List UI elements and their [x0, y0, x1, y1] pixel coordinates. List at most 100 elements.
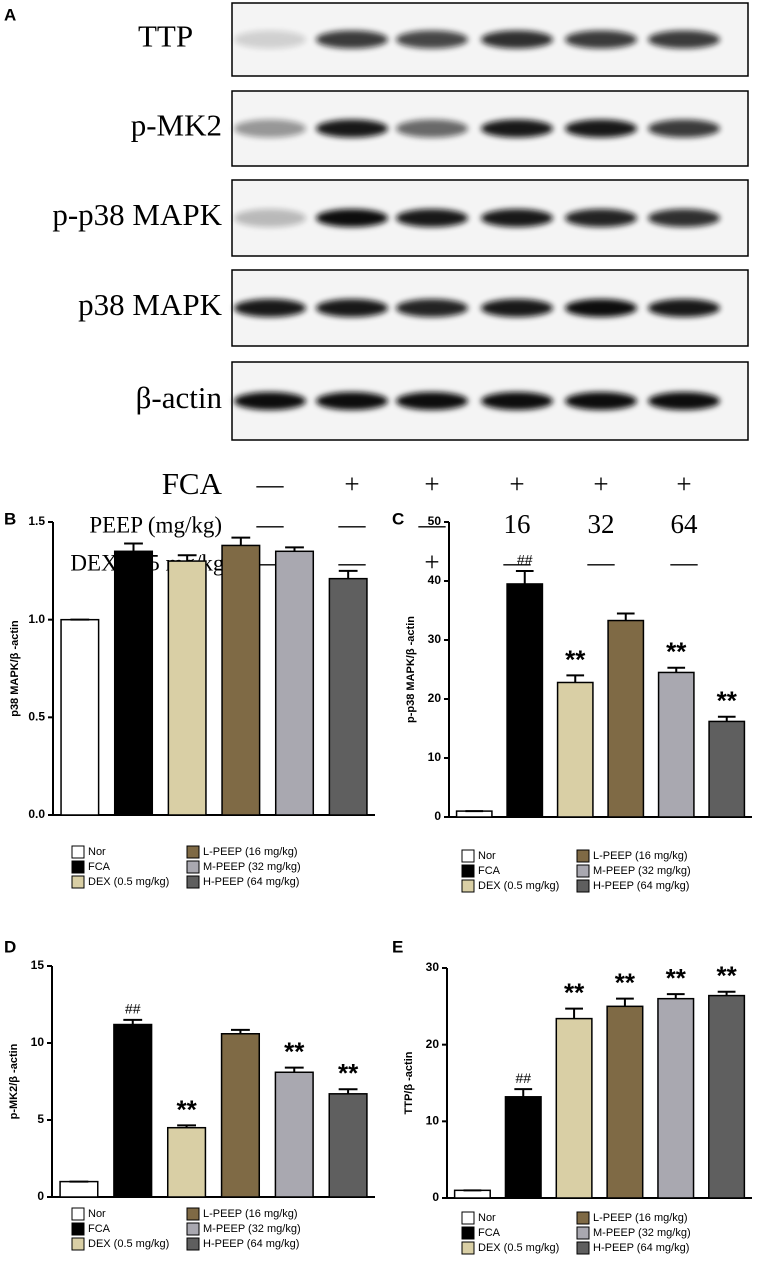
legend-swatch	[461, 1211, 475, 1225]
legend-swatch	[576, 1226, 590, 1240]
bar	[221, 544, 261, 816]
legend-swatch	[186, 875, 200, 889]
treatment-cell: +	[344, 469, 359, 499]
blot-band	[565, 30, 637, 49]
bar	[556, 681, 594, 818]
blot-band	[234, 392, 306, 410]
error-bar	[177, 554, 197, 562]
legend-swatch	[576, 1241, 590, 1255]
y-axis-label: p-MK2/β -actin	[8, 1043, 20, 1119]
blot-band	[396, 119, 468, 138]
y-tick-label: 30	[428, 632, 442, 646]
y-tick-label: 20	[428, 691, 442, 705]
error-bar	[566, 674, 585, 683]
legend-swatch	[461, 864, 475, 878]
legend-label: M-PEEP (32 mg/kg)	[593, 1227, 691, 1239]
treatment-label: FCA	[162, 466, 223, 501]
blot-band	[481, 392, 553, 410]
blot-band	[481, 299, 553, 317]
blot-band	[481, 209, 553, 227]
y-tick-label: 20	[426, 1037, 440, 1051]
legend-label: DEX (0.5 mg/kg)	[478, 880, 559, 892]
legend-label: M-PEEP (32 mg/kg)	[203, 861, 301, 873]
error-bar	[667, 666, 686, 673]
legend-label: M-PEEP (32 mg/kg)	[203, 1223, 301, 1235]
blot-band	[234, 30, 306, 49]
y-tick-label: 50	[428, 514, 442, 528]
legend-swatch	[71, 860, 85, 874]
legend-label: H-PEEP (64 mg/kg)	[593, 880, 689, 892]
bar	[328, 1093, 368, 1198]
blot-band	[565, 209, 637, 227]
error-bar	[515, 569, 534, 584]
legend-label: DEX (0.5 mg/kg)	[88, 1238, 169, 1250]
error-bar	[616, 612, 635, 621]
bar	[113, 1023, 153, 1198]
blot-band	[316, 119, 388, 138]
y-tick-label: 0.5	[28, 710, 45, 724]
panel-letter: A	[4, 5, 16, 24]
treatment-cell: +	[424, 469, 439, 499]
y-tick-label: 0	[434, 809, 441, 823]
blot-band	[316, 30, 388, 49]
bar	[274, 550, 315, 816]
treatment-label: PEEP (mg/kg)	[89, 512, 222, 537]
bar	[506, 583, 544, 818]
panel-letter: D	[4, 937, 16, 956]
legend-swatch	[461, 1241, 475, 1255]
bar	[220, 1033, 261, 1198]
y-tick-label: 5	[37, 1112, 44, 1126]
legend-label: Nor	[88, 1208, 106, 1220]
y-tick-label: 15	[31, 958, 45, 972]
panel-letter: E	[392, 937, 403, 956]
treatment-cell: —	[587, 547, 616, 577]
treatment-cell: —	[418, 509, 447, 539]
legend-label: Nor	[478, 850, 496, 862]
blot-band	[565, 119, 637, 138]
legend-swatch	[71, 1222, 85, 1236]
error-bar	[123, 1018, 143, 1025]
legend-label: FCA	[478, 1227, 501, 1239]
bar	[708, 994, 746, 1199]
legend-label: L-PEEP (16 mg/kg)	[203, 1208, 298, 1220]
significance-mark: **	[716, 961, 737, 991]
significance-mark: **	[284, 1037, 305, 1067]
bar	[504, 1096, 542, 1199]
bar	[607, 619, 645, 818]
bar	[274, 1071, 314, 1198]
y-tick-label: 40	[428, 573, 442, 587]
blot-band	[565, 392, 637, 410]
significance-mark: **	[666, 637, 687, 667]
legend-swatch	[71, 1237, 85, 1251]
significance-mark: ##	[125, 1001, 141, 1017]
error-bar	[717, 990, 736, 996]
blot-band	[481, 119, 553, 138]
legend-label: M-PEEP (32 mg/kg)	[593, 865, 691, 877]
blot-band	[316, 209, 388, 227]
legend-label: DEX (0.5 mg/kg)	[88, 876, 169, 888]
y-tick-label: 30	[426, 960, 440, 974]
bar	[606, 1005, 644, 1199]
bar	[328, 577, 368, 816]
bar	[555, 1017, 593, 1199]
treatment-cell: —	[670, 547, 699, 577]
significance-mark: **	[338, 1058, 359, 1088]
error-bar	[231, 536, 251, 546]
error-bar	[230, 1028, 250, 1034]
blot-label: p-MK2	[131, 108, 222, 143]
blot-band	[648, 209, 720, 227]
significance-mark: **	[564, 978, 585, 1008]
blot-label: TTP	[138, 19, 193, 54]
legend-swatch	[576, 864, 590, 878]
error-bar	[338, 569, 358, 579]
treatment-cell: 16	[504, 509, 531, 539]
error-bar	[616, 997, 634, 1007]
blot-band	[648, 392, 720, 410]
y-tick-label: 10	[426, 1114, 440, 1128]
error-bar	[514, 1088, 533, 1097]
y-axis-label: p-p38 MAPK/β -actin	[405, 616, 417, 723]
legend-label: Nor	[478, 1212, 496, 1224]
legend-swatch	[576, 1211, 590, 1225]
bar	[59, 1180, 99, 1198]
